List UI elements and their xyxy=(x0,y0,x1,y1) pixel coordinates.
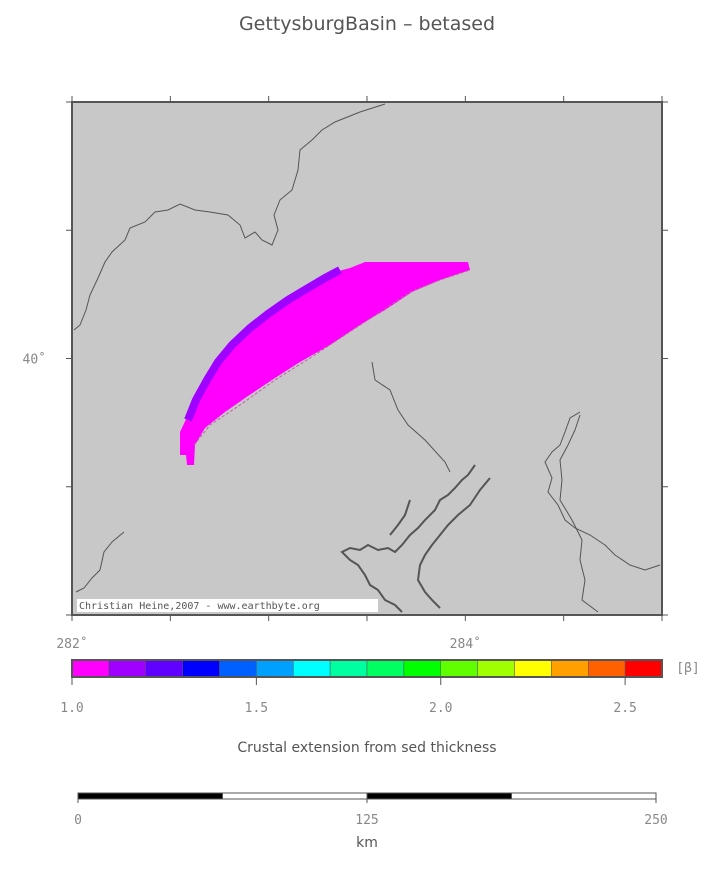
colorbar-swatch xyxy=(477,659,515,678)
colorbar-swatch xyxy=(182,659,220,678)
colorbar-tick-label: 1.0 xyxy=(60,701,83,716)
colorbar-tick-label: 1.5 xyxy=(245,701,268,716)
x-tick-label: 284˚ xyxy=(450,636,481,652)
colorbar-tick-label: 2.5 xyxy=(613,701,636,716)
colorbar-swatch xyxy=(588,659,626,678)
colorbar-swatch xyxy=(403,659,441,678)
colorbar-swatch xyxy=(293,659,331,678)
scalebar-segment xyxy=(366,792,512,800)
colorbar-tick-label: 2.0 xyxy=(429,701,452,716)
colorbar-swatch xyxy=(219,659,257,678)
map-area xyxy=(72,102,662,615)
colorbar-swatch xyxy=(440,659,478,678)
colorbar-swatch xyxy=(624,659,663,678)
scalebar-tick-label: 0 xyxy=(74,813,82,828)
coastlines xyxy=(73,103,661,613)
colorbar-swatch xyxy=(145,659,183,678)
basin xyxy=(180,262,471,465)
colorbar-swatch xyxy=(108,659,146,678)
colorbar-swatch xyxy=(551,659,589,678)
scalebar-segment xyxy=(511,792,657,800)
x-tick-label: 282˚ xyxy=(56,636,87,652)
title: GettysburgBasin – betased xyxy=(239,13,495,35)
y-tick-label: 40˚ xyxy=(23,352,46,368)
scalebar-tick-label: 250 xyxy=(644,813,667,828)
credit: Christian Heine,2007 - www.earthbyte.org xyxy=(79,601,320,612)
scalebar-segment xyxy=(222,792,368,800)
scalebar-tick-label: 125 xyxy=(355,813,378,828)
bay-coastline xyxy=(340,464,491,613)
colorbar-swatch xyxy=(329,659,368,678)
colorbar-swatch xyxy=(71,659,110,678)
scalebar-unit: km xyxy=(356,835,378,851)
colorbar-label: Crustal extension from sed thickness xyxy=(237,740,496,756)
credit-box xyxy=(77,599,378,612)
colorbar-swatch xyxy=(514,659,552,678)
colorbar-frame xyxy=(71,659,663,678)
scalebar-segment xyxy=(77,792,223,800)
colorbar-unit: [β] xyxy=(676,661,699,676)
colorbar-swatch xyxy=(256,659,294,678)
colorbar-swatch xyxy=(366,659,405,678)
